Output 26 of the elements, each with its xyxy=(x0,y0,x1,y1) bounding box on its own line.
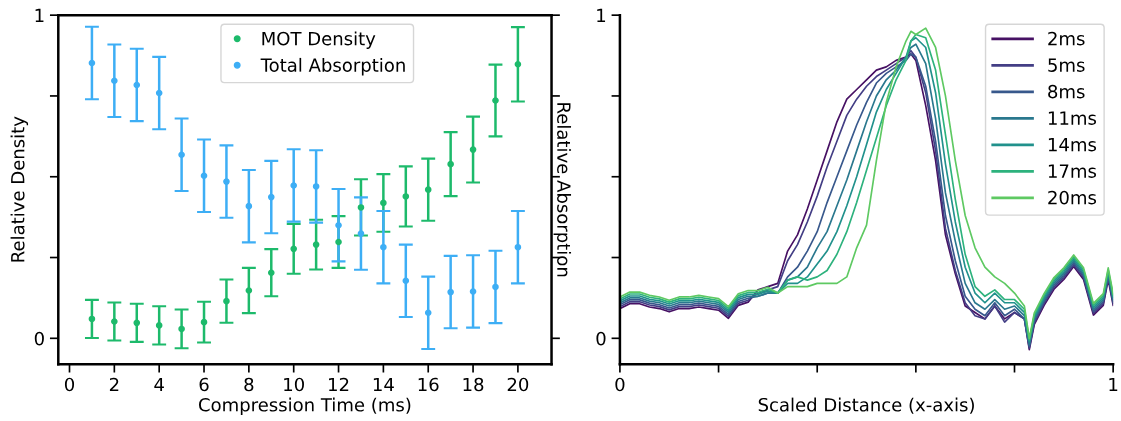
legend-label: 2ms xyxy=(1048,31,1085,46)
legend-label: 5ms xyxy=(1048,58,1085,72)
x-axis-title: Scaled Distance (x-axis) xyxy=(758,397,974,414)
x-tick-label: 2 xyxy=(109,377,119,392)
x-tick-label: 10 xyxy=(284,377,304,392)
x-tick-label: 4 xyxy=(154,377,164,392)
x-tick-label: 18 xyxy=(463,377,484,392)
x-tick-label: 1 xyxy=(1109,377,1118,392)
x-tick-label: 16 xyxy=(418,377,439,392)
y-axis-title: Relative Absorption xyxy=(553,103,572,277)
x-tick-label: 12 xyxy=(329,377,349,392)
x-tick-label: 14 xyxy=(373,377,394,392)
legend-label: 8ms xyxy=(1048,84,1085,99)
x-tick-label: 0 xyxy=(64,377,75,392)
legend-label: 14ms xyxy=(1048,137,1097,152)
x-tick-label: 20 xyxy=(507,377,529,392)
y-axis-title: Relative Density xyxy=(10,116,29,262)
legend-label: 17ms xyxy=(1048,164,1097,178)
x-tick-label: 6 xyxy=(199,377,209,392)
legend-label: 20ms xyxy=(1048,190,1097,205)
x-axis-title: Compression Time (ms) xyxy=(198,397,411,416)
x-tick-label: 8 xyxy=(244,377,254,392)
x-tick-label: 0 xyxy=(615,377,625,392)
legend-label: MOT Density xyxy=(262,31,376,49)
legend-label: 11ms xyxy=(1048,111,1097,125)
legend-label: Total Absorption xyxy=(260,57,405,76)
